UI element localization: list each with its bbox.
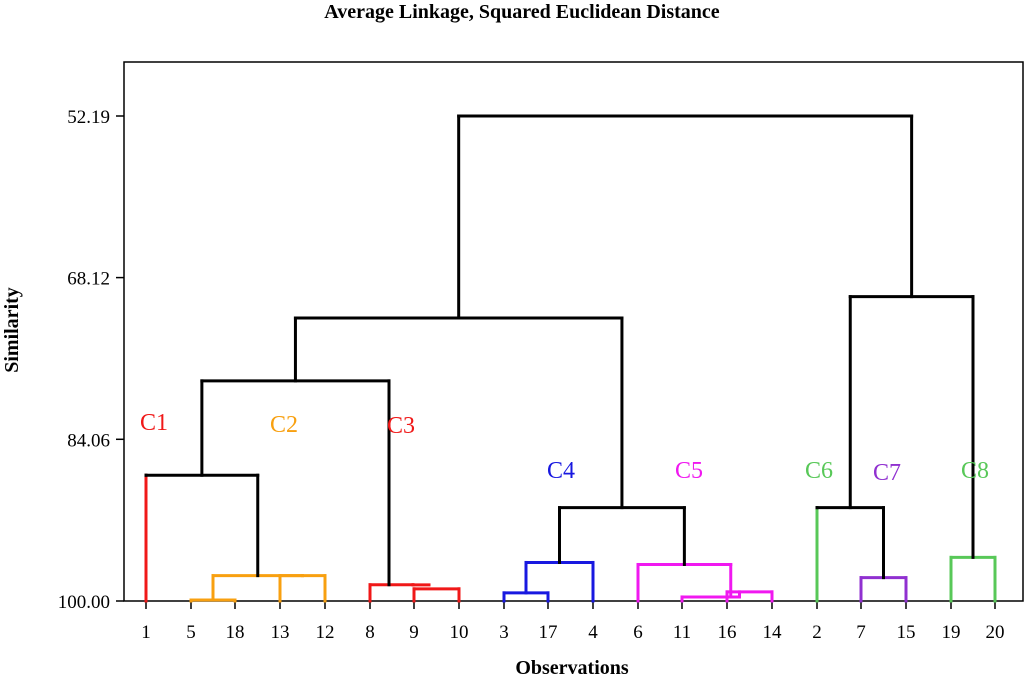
y-axis: 52.19 68.12 84.06 100.00 <box>58 107 124 613</box>
x-tick-label: 12 <box>316 622 335 643</box>
y-tick-label: 52.19 <box>67 107 110 128</box>
x-axis-label: Observations <box>515 657 629 678</box>
cluster-labels: C1 C2 C3 C4 C5 C6 C7 C8 <box>140 410 989 486</box>
x-tick-label: 10 <box>450 622 469 643</box>
x-tick-label: 14 <box>763 622 783 643</box>
cluster-label-c1: C1 <box>140 410 168 436</box>
cluster-label-c6: C6 <box>805 458 833 484</box>
cluster-label-c3: C3 <box>387 413 415 439</box>
x-tick-label: 3 <box>499 622 509 643</box>
x-tick-label: 5 <box>186 622 196 643</box>
dendrogram-branches <box>144 114 997 603</box>
cluster-label-c8: C8 <box>961 458 989 484</box>
x-tick-label: 2 <box>812 622 822 643</box>
x-tick-label: 8 <box>365 622 375 643</box>
x-tick-label: 20 <box>986 622 1005 643</box>
x-tick-label: 19 <box>942 622 961 643</box>
x-tick-label: 18 <box>226 622 245 643</box>
x-axis: 1 5 18 13 12 8 9 10 3 17 4 6 11 16 14 2 7 15 19 20 <box>141 601 1005 643</box>
y-tick-label: 100.00 <box>58 592 110 613</box>
cluster-label-c5: C5 <box>675 458 703 484</box>
x-tick-label: 1 <box>141 622 151 643</box>
y-tick-label: 84.06 <box>67 430 110 451</box>
x-tick-label: 6 <box>633 622 643 643</box>
x-tick-label: 11 <box>673 622 691 643</box>
y-tick-label: 68.12 <box>67 269 110 290</box>
x-tick-label: 17 <box>539 622 558 643</box>
cluster-label-c7: C7 <box>873 460 901 486</box>
chart-title: Average Linkage, Squared Euclidean Dista… <box>324 1 720 23</box>
plot-frame <box>123 61 1024 602</box>
x-tick-label: 7 <box>856 622 866 643</box>
x-tick-label: 9 <box>409 622 419 643</box>
cluster-label-c2: C2 <box>270 412 298 438</box>
y-axis-label: Similarity <box>1 287 23 373</box>
x-tick-label: 16 <box>718 622 737 643</box>
x-tick-label: 15 <box>897 622 916 643</box>
cluster-label-c4: C4 <box>547 458 575 484</box>
x-tick-label: 13 <box>271 622 290 643</box>
x-tick-label: 4 <box>588 622 598 643</box>
